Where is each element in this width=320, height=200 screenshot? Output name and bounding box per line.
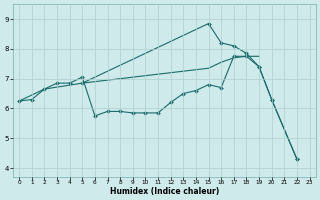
X-axis label: Humidex (Indice chaleur): Humidex (Indice chaleur) — [110, 187, 219, 196]
